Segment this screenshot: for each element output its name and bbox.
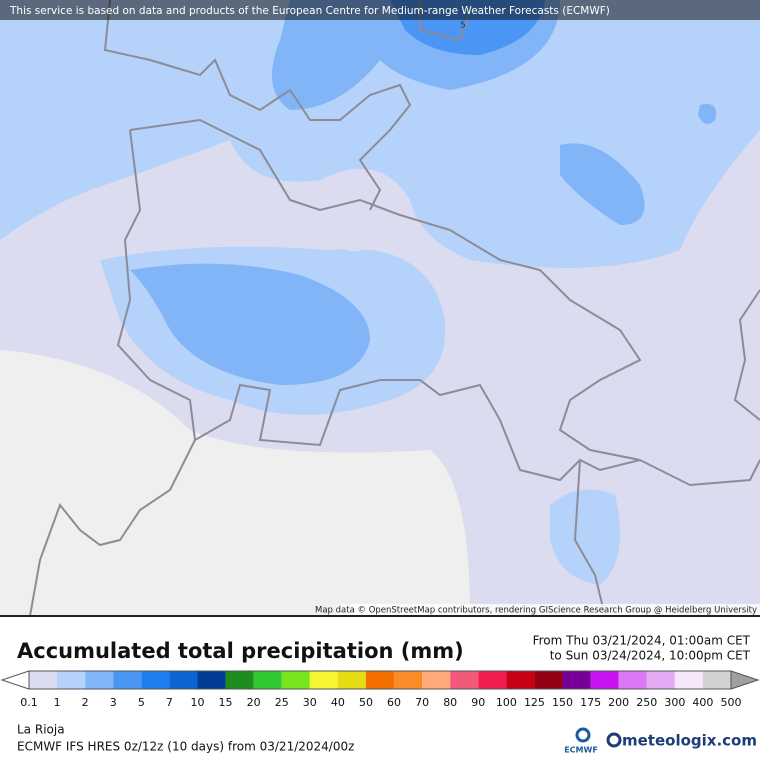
legend-swatch: [113, 671, 142, 689]
legend-swatch: [506, 671, 535, 689]
legend-under-arrow: [0, 670, 30, 690]
legend-swatch: [281, 671, 310, 689]
legend-tick-label: 15: [219, 696, 233, 709]
period-from: From Thu 03/21/2024, 01:00am CET: [533, 634, 751, 648]
legend-tick-label: 10: [190, 696, 204, 709]
legend-swatch: [422, 671, 451, 689]
ecmwf-text: ECMWF: [564, 746, 598, 755]
legend-tick-label: 90: [471, 696, 485, 709]
legend-tick-label: 200: [608, 696, 629, 709]
legend-swatch: [57, 671, 86, 689]
meteologix-logo: meteologix.com: [606, 732, 757, 750]
legend-swatch: [562, 671, 591, 689]
legend-tick-label: 300: [664, 696, 685, 709]
legend-frame: [28, 670, 732, 690]
legend-swatch: [618, 671, 647, 689]
legend-tick-label: 250: [636, 696, 657, 709]
legend-swatch: [197, 671, 226, 689]
legend-swatch: [85, 671, 114, 689]
legend-swatch: [394, 671, 423, 689]
legend-tick-label: 70: [415, 696, 429, 709]
color-legend: 0.1 1 2 3 5 7 10 15 20 25 30 40 50 60 70 80 90 100 125 150 1…: [0, 670, 760, 709]
legend-swatch: [674, 671, 703, 689]
legend-swatch: [365, 671, 395, 689]
contour-label: 5: [460, 21, 465, 30]
map: This service is based on data and produc…: [0, 0, 760, 617]
legend-tick-label: 3: [110, 696, 117, 709]
ecmwf-logo: ECMWF: [564, 727, 598, 755]
legend-swatch: [337, 671, 366, 689]
legend-tick-label: 25: [275, 696, 289, 709]
legend-swatch: [141, 671, 170, 689]
legend-swatch: [590, 671, 619, 689]
period-to: to Sun 03/24/2024, 10:00pm CET: [550, 649, 751, 663]
legend-tick-label: 7: [166, 696, 173, 709]
ecmwf-notice: This service is based on data and produc…: [9, 5, 610, 17]
legend-tick-label: 175: [580, 696, 601, 709]
legend-tick-label: 20: [247, 696, 261, 709]
legend-tick-label: 500: [721, 696, 742, 709]
legend-swatch: [534, 671, 563, 689]
legend-swatch: [478, 671, 507, 689]
legend-tick-label: 5: [138, 696, 145, 709]
legend-swatch: [309, 671, 338, 689]
legend-tick-label: 400: [692, 696, 713, 709]
legend-tick-label: 100: [496, 696, 517, 709]
model-info: ECMWF IFS HRES 0z/12z (10 days) from 03/…: [17, 740, 354, 754]
legend-tick-label: 80: [443, 696, 457, 709]
region: La Rioja: [17, 723, 65, 737]
legend-tick-label: 150: [552, 696, 573, 709]
legend-swatch: [253, 671, 282, 689]
legend-swatch: [29, 671, 58, 689]
legend-swatch: [646, 671, 675, 689]
legend-tick-label: 50: [359, 696, 373, 709]
legend-swatch: [225, 671, 254, 689]
legend-tick-label: 125: [524, 696, 545, 709]
legend-tick-label: 30: [303, 696, 317, 709]
legend-swatch: [169, 671, 198, 689]
legend-tick-label: 60: [387, 696, 401, 709]
map-attribution: Map data © OpenStreetMap contributors, r…: [315, 606, 757, 616]
legend-tick-label: 40: [331, 696, 345, 709]
legend-tick-label: 0.1: [20, 696, 38, 709]
legend-title: Accumulated total precipitation (mm): [17, 639, 464, 663]
legend-swatch: [702, 671, 731, 689]
legend-over-arrow: [730, 670, 760, 690]
brand: meteologix.com: [622, 732, 757, 750]
legend-swatch: [450, 671, 479, 689]
legend-tick-label: 2: [82, 696, 89, 709]
legend-tick-label: 1: [54, 696, 61, 709]
